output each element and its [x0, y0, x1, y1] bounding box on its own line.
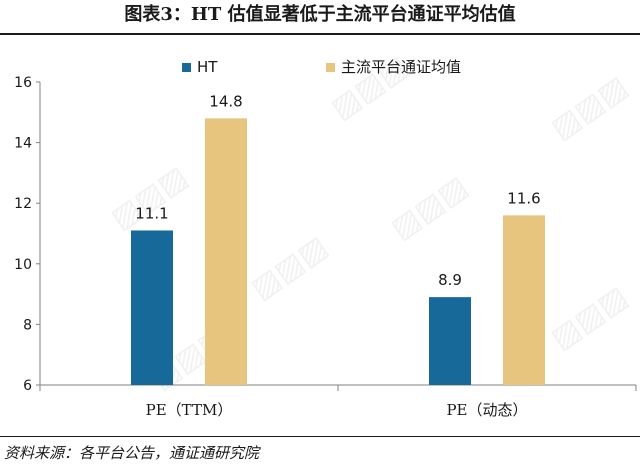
- y-tick-label: 8: [23, 317, 32, 333]
- y-tick-label: 10: [14, 257, 32, 273]
- watermark-mark: ▨▨▨: [385, 169, 475, 246]
- source-note: 资料来源：各平台公告，通证通研究院: [4, 444, 260, 462]
- data-label: 14.8: [209, 92, 242, 110]
- legend-label: 主流平台通证均值: [341, 58, 461, 76]
- labels: 11.1 14.8 PE（TTM） 8.9 11.6 PE（动态）: [135, 92, 540, 419]
- chart-title: 图表3：HT 估值显著低于主流平台通证平均估值: [124, 4, 516, 25]
- watermark-mark: ▨▨▨: [105, 159, 195, 236]
- data-label: 11.6: [507, 189, 540, 207]
- watermark-layer: ▨▨▨▨▨▨▨▨▨▨▨▨▨▨▨▨▨▨▨▨▨: [105, 49, 635, 396]
- title-divider: [0, 33, 640, 35]
- watermark-mark: ▨▨▨: [245, 229, 335, 306]
- bar: [429, 297, 471, 385]
- bars: [131, 118, 545, 386]
- legend: HT 主流平台通证均值: [182, 58, 461, 76]
- bar: [131, 230, 173, 385]
- y-tick-label: 6: [23, 378, 32, 394]
- watermark-mark: ▨▨▨: [545, 279, 635, 356]
- category-label: PE（动态）: [446, 401, 527, 419]
- legend-label: HT: [197, 58, 218, 76]
- y-tick-label: 14: [14, 136, 32, 152]
- legend-swatch: [326, 63, 335, 72]
- category-label: PE（TTM）: [146, 401, 233, 419]
- data-label: 11.1: [135, 204, 168, 222]
- legend-swatch: [182, 63, 191, 72]
- y-tick-label: 12: [14, 196, 32, 212]
- data-label: 8.9: [438, 271, 462, 289]
- watermark-mark: ▨▨▨: [545, 69, 635, 146]
- source-divider: [0, 436, 640, 437]
- bar: [205, 118, 247, 386]
- y-tick-label: 16: [14, 75, 32, 91]
- bar: [503, 215, 545, 385]
